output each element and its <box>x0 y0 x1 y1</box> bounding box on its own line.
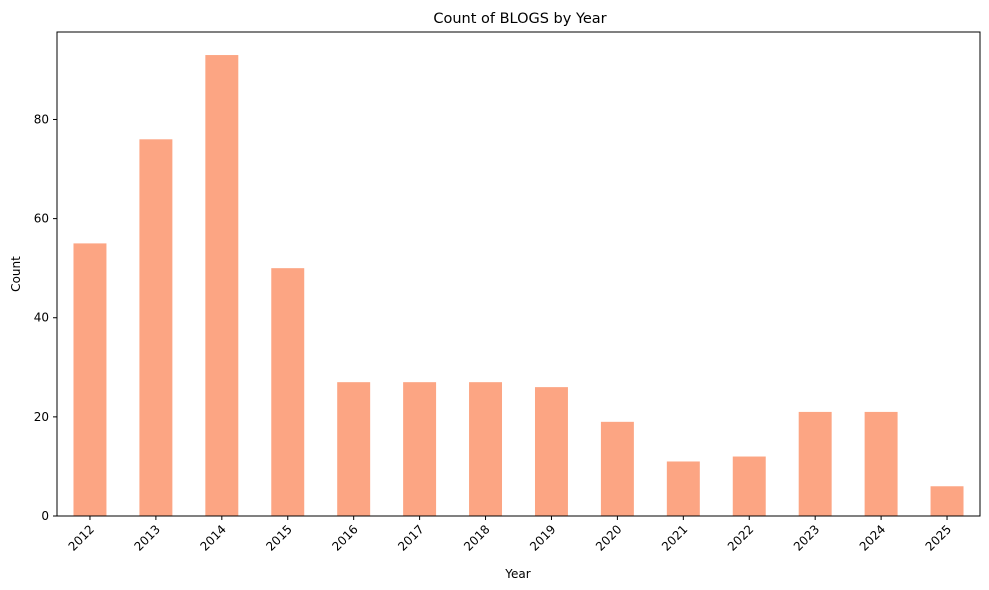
x-tick-label: 2020 <box>593 522 624 553</box>
bar-2019 <box>534 387 568 516</box>
x-tick-label: 2012 <box>66 522 97 553</box>
bar-2021 <box>666 461 700 516</box>
bar-2013 <box>139 139 173 516</box>
x-tick-label: 2021 <box>659 522 690 553</box>
y-tick-label: 60 <box>34 212 49 226</box>
x-tick-label: 2019 <box>527 522 558 553</box>
x-tick-label: 2023 <box>791 522 822 553</box>
bar-2024 <box>864 411 898 516</box>
x-tick-label: 2025 <box>923 522 954 553</box>
bars-group <box>73 55 964 517</box>
y-axis-label: Count <box>9 256 23 292</box>
x-tick-label: 2017 <box>395 522 426 553</box>
x-tick-label: 2014 <box>197 522 228 553</box>
bar-2017 <box>403 382 437 516</box>
plot-frame <box>56 31 981 517</box>
x-axis-ticks: 2012 2013 2014 2015 2016 2017 2018 2019 2020 2021… <box>66 516 954 554</box>
bar-2015 <box>271 268 305 516</box>
bar-2014 <box>205 55 239 517</box>
y-tick-label: 0 <box>41 509 49 523</box>
y-tick-label: 40 <box>34 311 49 325</box>
bar-2025 <box>930 486 964 516</box>
bar-2023 <box>798 411 832 516</box>
x-tick-label: 2022 <box>725 522 756 553</box>
x-tick-label: 2024 <box>857 522 888 553</box>
bar-2012 <box>73 243 107 517</box>
bar-2018 <box>469 382 503 516</box>
chart-title: Count of BLOGS by Year <box>433 11 606 27</box>
x-tick-label: 2015 <box>263 522 294 553</box>
y-tick-label: 20 <box>34 410 49 424</box>
bar-2022 <box>732 456 766 516</box>
x-tick-label: 2016 <box>329 522 360 553</box>
y-axis-ticks: 0 20 40 60 80 <box>34 112 57 523</box>
bar-2020 <box>600 421 634 516</box>
y-tick-label: 80 <box>34 112 49 126</box>
x-tick-label: 2018 <box>461 522 492 553</box>
x-tick-label: 2013 <box>132 522 163 553</box>
x-axis-label: Year <box>504 567 530 581</box>
bar-2016 <box>337 382 371 516</box>
